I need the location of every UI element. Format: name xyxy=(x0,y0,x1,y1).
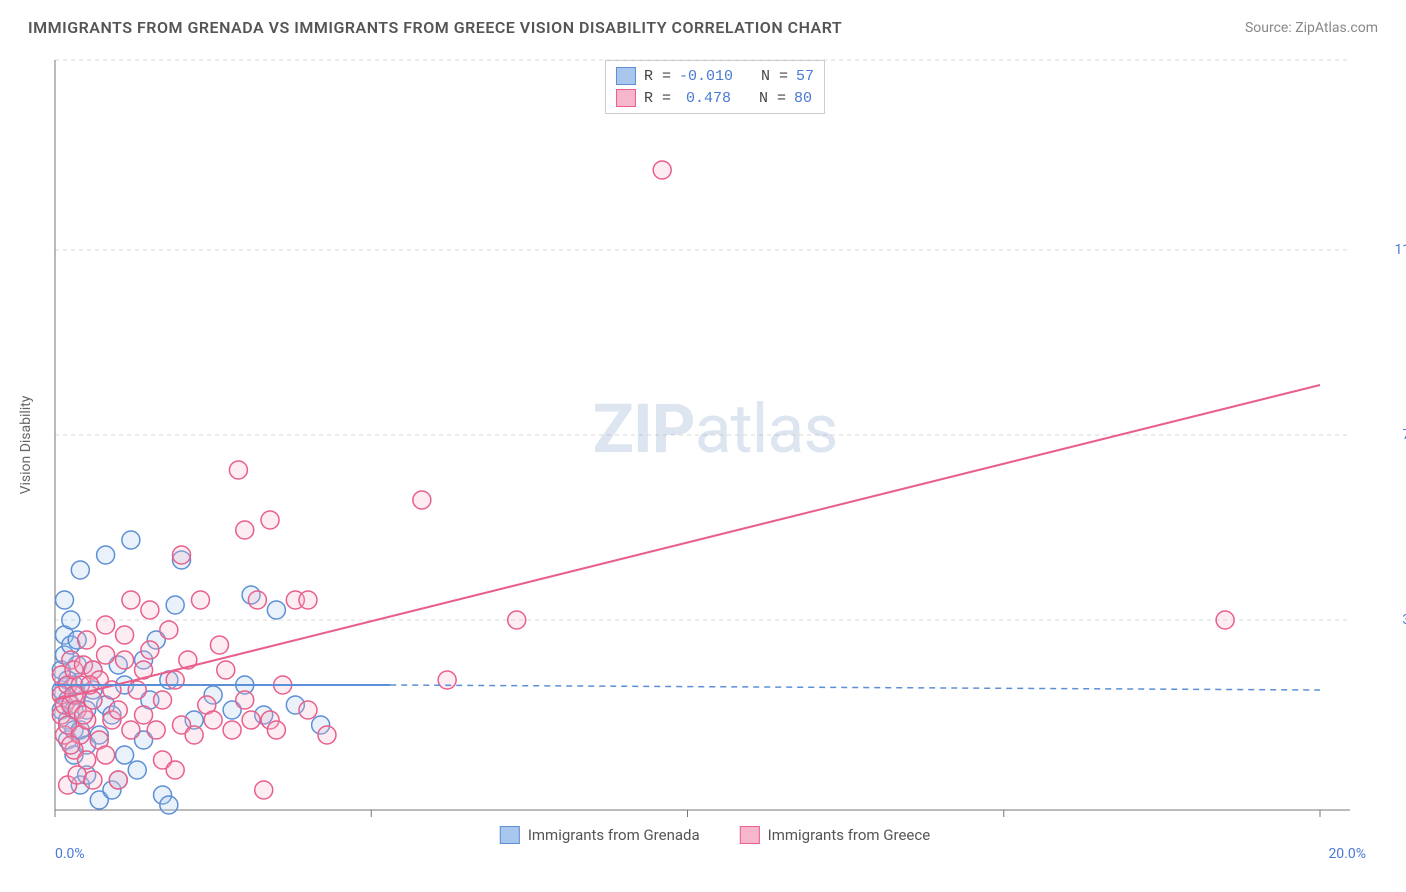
watermark: ZIPatlas xyxy=(593,389,838,469)
legend-item-grenada: Immigrants from Grenada xyxy=(500,826,700,844)
swatch-greece-icon xyxy=(740,826,760,844)
swatch-grenada-icon xyxy=(500,826,520,844)
legend-row-greece: R = 0.478 N = 80 xyxy=(616,87,814,109)
header: IMMIGRANTS FROM GRENADA VS IMMIGRANTS FR… xyxy=(0,0,1406,45)
chart-area: Vision Disability ZIPatlas R = -0.010 N … xyxy=(50,50,1380,840)
swatch-greece xyxy=(616,89,636,107)
legend-item-greece: Immigrants from Greece xyxy=(740,826,931,844)
y-axis-label: Vision Disability xyxy=(18,396,34,495)
swatch-grenada xyxy=(616,67,636,85)
chart-title: IMMIGRANTS FROM GRENADA VS IMMIGRANTS FR… xyxy=(28,18,842,37)
correlation-legend: R = -0.010 N = 57 R = 0.478 N = 80 xyxy=(605,60,825,114)
series-legend: Immigrants from Grenada Immigrants from … xyxy=(500,826,930,844)
source-label: Source: ZipAtlas.com xyxy=(1245,20,1378,36)
legend-row-grenada: R = -0.010 N = 57 xyxy=(616,65,814,87)
